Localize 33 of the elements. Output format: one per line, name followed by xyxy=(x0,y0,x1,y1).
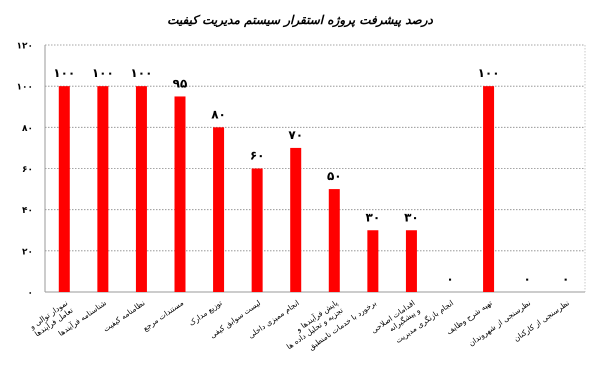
data-label: ۰ xyxy=(562,272,570,286)
data-label: ۹۵ xyxy=(172,76,188,90)
bar xyxy=(97,86,108,292)
y-tick-label: ۲۰ xyxy=(22,247,33,258)
data-label: ۷۰ xyxy=(288,128,304,142)
data-label: ۱۰۰ xyxy=(130,66,152,80)
bar xyxy=(483,86,494,292)
data-label: ۳۰ xyxy=(404,210,419,224)
data-label: ۰ xyxy=(446,272,454,286)
data-label: ۳۰ xyxy=(366,210,380,224)
y-tick-label: ۰ xyxy=(28,288,33,298)
data-label: ۱۰۰ xyxy=(478,66,500,80)
data-label: ۱۰۰ xyxy=(53,66,76,80)
data-label: ۰ xyxy=(523,272,531,286)
bar xyxy=(290,148,302,292)
bar xyxy=(367,230,378,292)
y-tick-label: ۱۰۰ xyxy=(16,82,33,93)
bar xyxy=(252,168,263,292)
bar xyxy=(328,189,340,292)
data-label: ۱۰۰ xyxy=(92,66,114,80)
data-label: ۵۰ xyxy=(326,169,342,184)
data-label: ۶۰ xyxy=(250,148,264,162)
bar xyxy=(213,127,224,292)
bar xyxy=(406,230,417,292)
chart-title: درصد پیشرفت پروژه استقرار سیستم مدیریت کیفیت xyxy=(167,13,434,28)
data-label: ۸۰ xyxy=(211,107,226,122)
y-tick-label: ۸۰ xyxy=(22,124,33,134)
bar xyxy=(174,96,186,292)
y-tick-label: ۴۰ xyxy=(22,206,33,216)
bar xyxy=(136,86,147,292)
y-tick-label: ۱۲۰ xyxy=(16,42,33,52)
y-tick-label: ۶۰ xyxy=(22,165,33,175)
bar xyxy=(58,86,70,292)
